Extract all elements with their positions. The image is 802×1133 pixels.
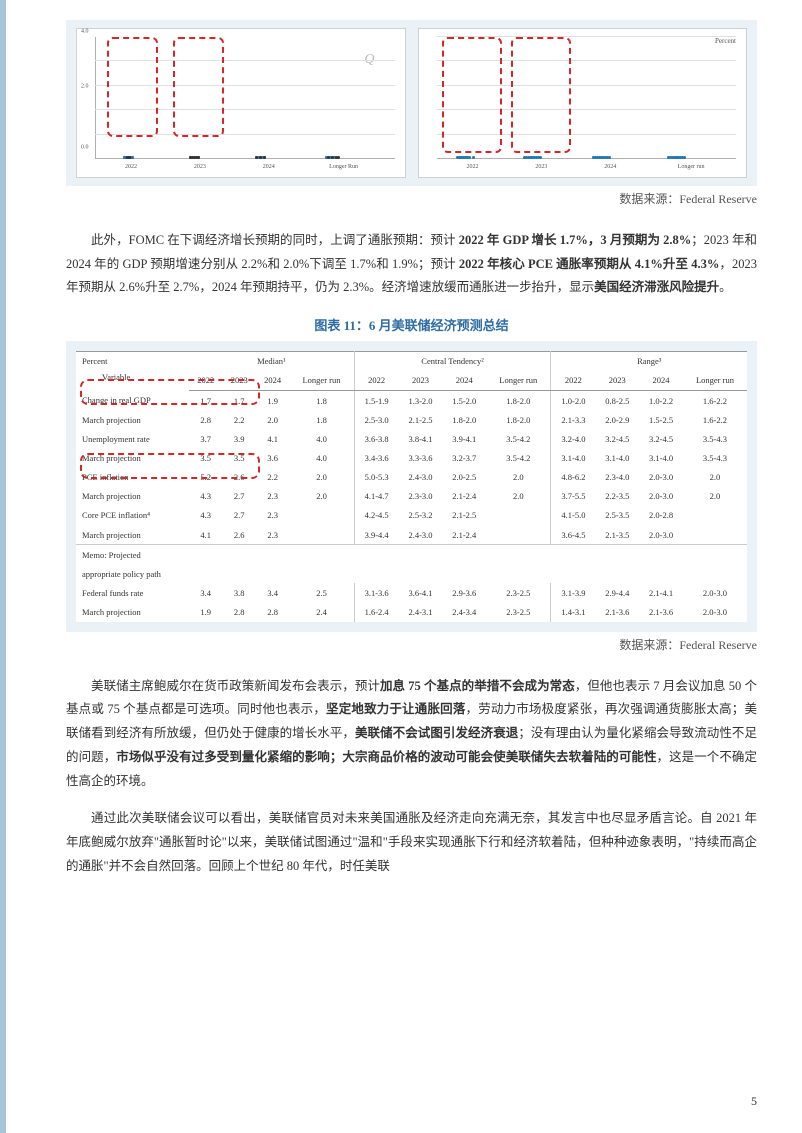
xtick: 2023 (194, 162, 206, 173)
xtick: Longer Run (329, 162, 358, 173)
xtick: 2022 (466, 162, 478, 173)
xtick: 2023 (535, 162, 547, 173)
page-number: 5 (751, 1090, 757, 1113)
xtick: 2022 (125, 162, 137, 173)
source-2: 数据来源：Federal Reserve (66, 634, 757, 657)
dot-plot-right: Percent (418, 28, 748, 178)
figure-11-title: 图表 11：6 月美联储经济预测总结 (66, 314, 757, 339)
dot-plot-left: Q (76, 28, 406, 178)
projection-table-wrap: PercentVariable Median¹ Central Tendency… (66, 341, 757, 632)
xtick: Longer run (678, 162, 705, 173)
xtick: 2024 (263, 162, 275, 173)
paragraph-3: 通过此次美联储会议可以看出，美联储官员对未来美国通胀及经济走向充满无奈，其发言中… (66, 807, 757, 878)
xtick: 2024 (604, 162, 616, 173)
paragraph-2: 美联储主席鲍威尔在货币政策新闻发布会表示，预计加息 75 个基点的举措不会成为常… (66, 675, 757, 794)
percent-label: Percent (82, 356, 108, 366)
paragraph-1: 此外，FOMC 在下调经济增长预期的同时，上调了通胀预期：预计 2022 年 G… (66, 229, 757, 300)
source-1: 数据来源：Federal Reserve (66, 188, 757, 211)
dot-plot-charts-row: Q (66, 20, 757, 186)
